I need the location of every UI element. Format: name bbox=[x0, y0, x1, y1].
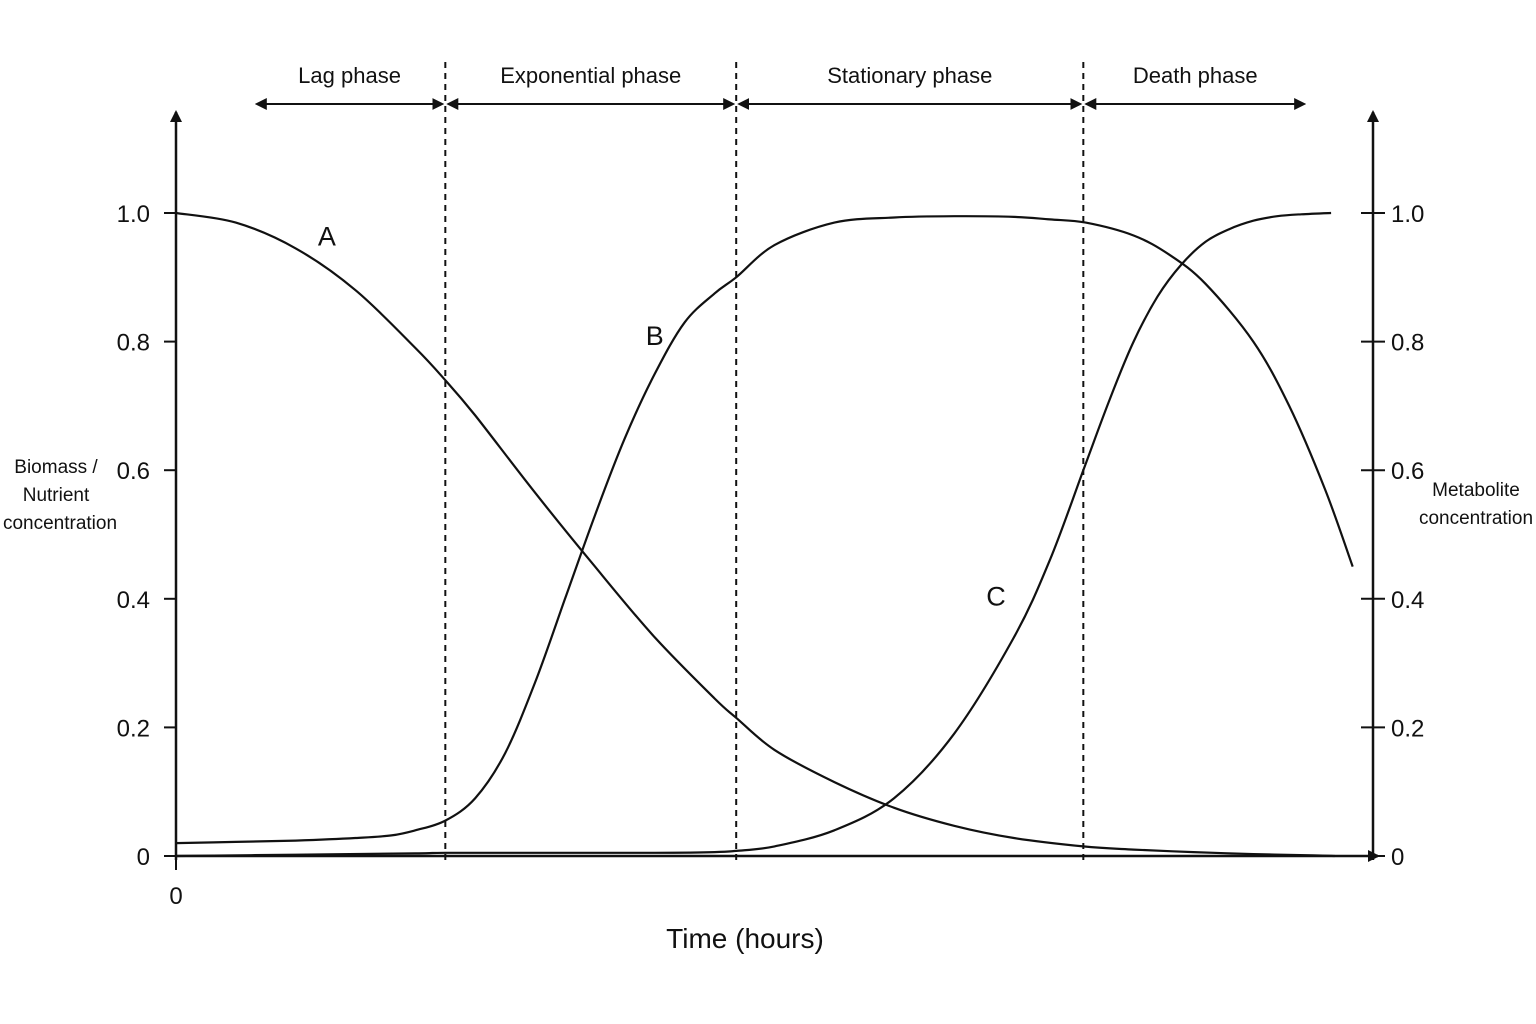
left-y-tick-label-2: 0.4 bbox=[117, 587, 150, 614]
left-y-axis-label-line-1: Biomass / bbox=[14, 457, 98, 478]
curve-b bbox=[175, 215, 1354, 845]
left-y-tick-label-3: 0.6 bbox=[117, 458, 150, 485]
right-y-ticks: 0 0.2 0.4 0.6 0.8 1.0 bbox=[1361, 201, 1424, 871]
phase-label-3: Death phase bbox=[1133, 63, 1258, 88]
right-y-tick-label-4: 0.8 bbox=[1391, 330, 1424, 357]
left-y-tick-label-5: 1.0 bbox=[117, 201, 150, 228]
right-y-tick-label-5: 1.0 bbox=[1391, 201, 1424, 228]
left-y-axis-label-line-2: Nutrient bbox=[23, 485, 90, 506]
left-y-ticks: 0 0.2 0.4 0.6 0.8 1.0 bbox=[117, 201, 176, 871]
right-y-axis-label-line-2: concentration bbox=[1419, 508, 1533, 529]
curves bbox=[175, 211, 1354, 858]
left-y-axis-label-line-3: concentration bbox=[3, 513, 117, 534]
phase-label-1: Exponential phase bbox=[500, 63, 681, 88]
curve-a bbox=[175, 211, 1335, 858]
curve-label-a: A bbox=[318, 222, 336, 252]
right-y-tick-label-2: 0.4 bbox=[1391, 587, 1424, 614]
phase-label-2: Stationary phase bbox=[827, 63, 992, 88]
right-y-tick-label-3: 0.6 bbox=[1391, 458, 1424, 485]
curve-label-c: C bbox=[986, 582, 1006, 612]
curve-labels: A B C bbox=[318, 222, 1006, 612]
left-y-tick-label-4: 0.8 bbox=[117, 330, 150, 357]
right-y-tick-label-0: 0 bbox=[1391, 844, 1404, 871]
left-y-tick-label-0: 0 bbox=[137, 844, 150, 871]
x-tick-label-0: 0 bbox=[169, 883, 182, 910]
right-y-axis-label-line-1: Metabolite bbox=[1432, 480, 1520, 501]
x-axis-label: Time (hours) bbox=[666, 923, 824, 954]
phase-annotations: Lag phase Exponential phase Stationary pha… bbox=[254, 62, 1307, 860]
curve-c bbox=[175, 211, 1332, 858]
left-y-tick-label-1: 0.2 bbox=[117, 715, 150, 742]
curve-label-b: B bbox=[646, 321, 664, 351]
right-y-tick-label-1: 0.2 bbox=[1391, 715, 1424, 742]
phase-label-0: Lag phase bbox=[298, 63, 401, 88]
